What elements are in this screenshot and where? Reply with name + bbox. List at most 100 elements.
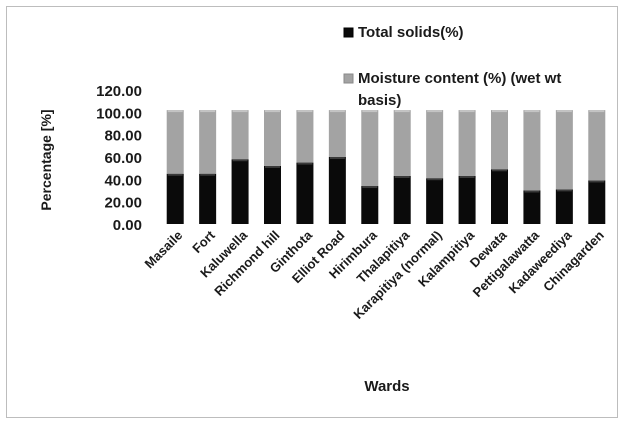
- bar-segment: [458, 175, 476, 224]
- legend-swatch: [343, 73, 354, 84]
- bar-total-solids: [199, 173, 217, 224]
- legend-label: Total solids(%): [358, 24, 464, 41]
- legend-swatch: [343, 27, 354, 38]
- bar-segment: [393, 110, 411, 176]
- bar-highlight: [556, 189, 572, 192]
- y-axis: 0.00 20.00 40.00 60.00 80.00 100.00 120.00: [96, 83, 142, 234]
- bar-segment: [393, 175, 411, 224]
- bar-segment: [199, 110, 217, 174]
- y-tick-label: 120.00: [96, 83, 142, 100]
- bar-total-solids: [491, 169, 508, 224]
- bar-highlight: [232, 110, 248, 113]
- bar-highlight: [265, 110, 280, 113]
- bar-highlight: [362, 186, 378, 189]
- bar-segment: [296, 110, 314, 163]
- y-tick-label: 0.00: [113, 217, 142, 234]
- bar-segment: [166, 173, 184, 224]
- bar-total-solids: [523, 190, 541, 224]
- bar-segment: [491, 169, 508, 224]
- chart-frame: Total solids(%) Moisture content (%) (wet…: [6, 6, 618, 418]
- bars: [166, 110, 606, 224]
- bar-segment: [555, 110, 573, 190]
- y-tick-label: 80.00: [104, 128, 142, 145]
- bar-segment: [361, 110, 379, 187]
- bar-highlight: [200, 110, 216, 113]
- bar-segment: [361, 186, 379, 224]
- bar-highlight: [459, 175, 475, 178]
- bar-moisture-content: [393, 110, 411, 176]
- stacked-bar-chart: Total solids(%) Moisture content (%) (wet…: [38, 24, 607, 395]
- legend-item: Total solids(%): [343, 24, 464, 41]
- bar-total-solids: [588, 180, 606, 224]
- bar-highlight: [200, 173, 216, 176]
- bar-segment: [231, 110, 249, 160]
- bar-segment: [199, 173, 217, 224]
- bar-segment: [426, 110, 444, 179]
- bar-highlight: [427, 178, 443, 181]
- bar-total-solids: [296, 162, 314, 224]
- bar-total-solids: [361, 186, 379, 224]
- bar-highlight: [329, 157, 345, 159]
- bar-total-solids: [393, 175, 411, 224]
- bar-segment: [458, 110, 476, 176]
- bar-segment: [328, 110, 346, 157]
- bar-total-solids: [426, 178, 444, 224]
- x-axis-label: Wards: [364, 378, 409, 395]
- bar-segment: [426, 178, 444, 224]
- bar-segment: [588, 180, 606, 224]
- bar-highlight: [524, 110, 540, 113]
- bar-highlight: [556, 110, 572, 113]
- bar-highlight: [492, 169, 507, 172]
- bar-highlight: [167, 110, 183, 113]
- bar-moisture-content: [328, 110, 346, 157]
- legend-item: Moisture content (%) (wet wt basis): [343, 70, 561, 109]
- bar-highlight: [524, 190, 540, 193]
- bar-segment: [264, 165, 281, 224]
- bar-highlight: [232, 159, 248, 162]
- x-tick-label: Masaile: [142, 228, 186, 272]
- bar-total-solids: [264, 165, 281, 224]
- bar-highlight: [297, 110, 313, 113]
- bar-highlight: [167, 173, 183, 176]
- bar-segment: [523, 110, 541, 191]
- bar-total-solids: [458, 175, 476, 224]
- bar-highlight: [297, 162, 313, 165]
- bar-total-solids: [166, 173, 184, 224]
- bar-highlight: [329, 110, 345, 113]
- y-tick-label: 100.00: [96, 105, 142, 122]
- bar-highlight: [492, 110, 507, 113]
- bar-moisture-content: [458, 110, 476, 176]
- x-tick-label: Fort: [189, 227, 218, 256]
- bar-segment: [166, 110, 184, 174]
- bar-segment: [491, 110, 508, 170]
- bar-segment: [264, 110, 281, 166]
- bar-moisture-content: [361, 110, 379, 187]
- bar-segment: [523, 190, 541, 224]
- bar-segment: [555, 189, 573, 224]
- bar-total-solids: [328, 157, 346, 224]
- legend: Total solids(%) Moisture content (%) (wet…: [343, 24, 561, 109]
- bar-highlight: [589, 180, 605, 183]
- bar-segment: [231, 159, 249, 224]
- bar-highlight: [362, 110, 378, 113]
- bar-moisture-content: [426, 110, 444, 179]
- legend-label: Moisture content (%) (wet wt basis): [358, 70, 561, 109]
- y-tick-label: 40.00: [104, 172, 142, 189]
- bar-moisture-content: [523, 110, 541, 191]
- bar-moisture-content: [231, 110, 249, 160]
- bar-total-solids: [555, 189, 573, 224]
- bar-total-solids: [231, 159, 249, 224]
- bar-highlight: [394, 110, 410, 113]
- bar-highlight: [265, 165, 280, 168]
- y-axis-label: Percentage [%]: [38, 109, 54, 210]
- bar-segment: [296, 162, 314, 224]
- bar-highlight: [394, 175, 410, 178]
- y-tick-label: 20.00: [104, 195, 142, 212]
- bar-moisture-content: [199, 110, 217, 174]
- bar-moisture-content: [588, 110, 606, 181]
- bar-moisture-content: [296, 110, 314, 163]
- bar-moisture-content: [264, 110, 281, 166]
- bar-moisture-content: [166, 110, 184, 174]
- bar-segment: [328, 157, 346, 224]
